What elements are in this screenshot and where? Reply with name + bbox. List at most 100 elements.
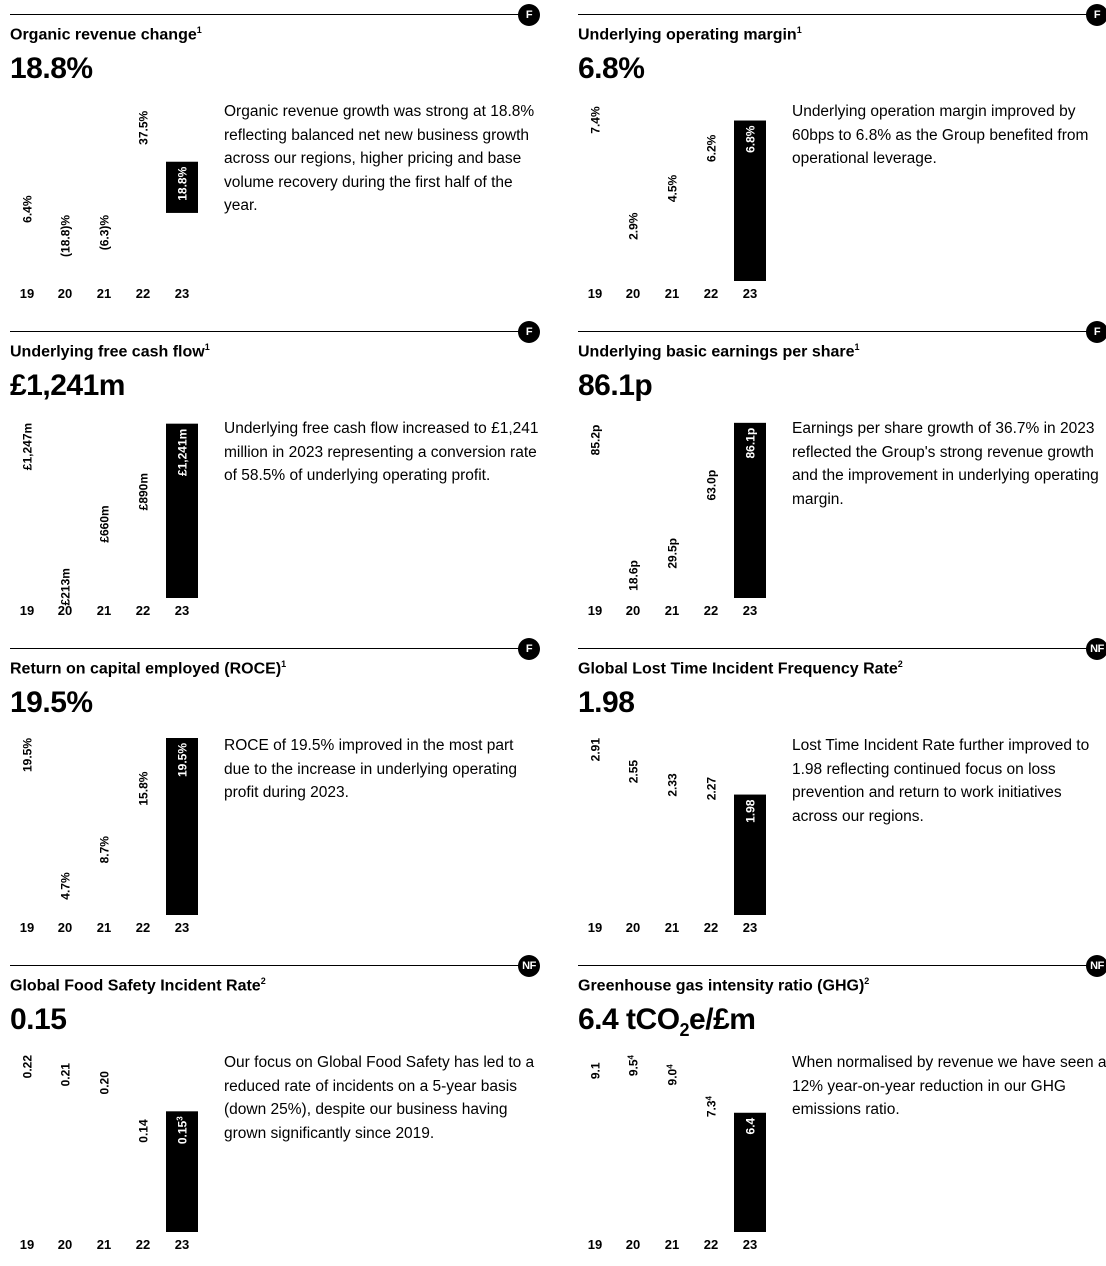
data-label-19: 2.91 <box>589 738 603 762</box>
data-label-21: 0.20 <box>98 1071 112 1095</box>
kpi-title: Underlying free cash flow1 <box>10 342 210 361</box>
data-label-22: 6.2% <box>705 134 719 162</box>
tick-label-19: 19 <box>20 286 34 301</box>
bar-23 <box>734 120 766 281</box>
divider <box>10 648 528 649</box>
kpi-title: Global Food Safety Incident Rate2 <box>10 976 266 995</box>
kpi-description: Organic revenue growth was strong at 18.… <box>224 103 535 214</box>
data-label-21: 8.7% <box>98 836 112 864</box>
data-label-23: 0.153 <box>176 1116 190 1144</box>
kpi-operating-margin: F Underlying operating margin1 6.8% 7.4%… <box>578 2 1106 314</box>
data-label-23: 86.1p <box>744 428 758 459</box>
kpi-value: 6.4 tCO2e/£m <box>578 1003 756 1040</box>
divider <box>10 14 528 15</box>
tick-label-21: 21 <box>97 1237 111 1252</box>
kpi-value: £1,241m <box>10 369 125 402</box>
data-label-20: 0.21 <box>59 1063 73 1087</box>
tick-label-19: 19 <box>588 603 602 618</box>
kpi-lost-time-incident: NF Global Lost Time Incident Frequency R… <box>578 636 1106 948</box>
data-label-19: 0.22 <box>21 1055 35 1079</box>
data-label-21: 29.5p <box>666 538 680 569</box>
data-label-21: 9.04 <box>666 1064 680 1086</box>
bar-chart-svg: 9.1 19 9.54 20 9.04 21 7.34 22 6.4 23 <box>588 1054 766 1252</box>
divider <box>578 648 1096 649</box>
tick-label-20: 20 <box>626 286 640 301</box>
kpi-bar-chart: 9.1 19 9.54 20 9.04 21 7.34 22 6.4 23 <box>578 1051 778 1261</box>
kpi-description: ROCE of 19.5% improved in the most part … <box>224 737 517 801</box>
data-label-21: 2.33 <box>666 773 680 797</box>
data-label-20: 4.7% <box>59 872 73 900</box>
data-label-22: 63.0p <box>705 470 719 501</box>
kpi-organic-revenue: F Organic revenue change1 18.8% 6.4% 19 (1… <box>10 2 540 314</box>
tick-label-22: 22 <box>704 603 718 618</box>
tick-label-21: 21 <box>97 920 111 935</box>
bar-23 <box>166 161 198 213</box>
tick-label-20: 20 <box>58 1237 72 1252</box>
tick-label-21: 21 <box>665 286 679 301</box>
tick-label-22: 22 <box>136 286 150 301</box>
bar-chart-svg: 6.4% 19 (18.8)% 20 (6.3)% 21 37.5% 22 18.8% 23 <box>20 110 198 301</box>
tick-label-20: 20 <box>58 286 72 301</box>
divider <box>10 331 528 332</box>
data-label-19: 9.1 <box>589 1062 603 1079</box>
tick-label-22: 22 <box>136 920 150 935</box>
tick-label-20: 20 <box>626 920 640 935</box>
kpi-title: Underlying basic earnings per share1 <box>578 342 860 361</box>
tick-label-21: 21 <box>665 1237 679 1252</box>
financial-badge: F <box>518 638 540 660</box>
tick-label-20: 20 <box>58 603 72 618</box>
kpi-value: 6.8% <box>578 52 645 85</box>
bar-chart-svg: 2.91 19 2.55 20 2.33 21 2.27 22 1.98 23 <box>588 738 766 935</box>
tick-label-22: 22 <box>704 920 718 935</box>
tick-label-23: 23 <box>175 920 189 935</box>
tick-label-22: 22 <box>704 286 718 301</box>
kpi-value: 19.5% <box>10 686 93 719</box>
kpi-ghg-intensity: NF Greenhouse gas intensity ratio (GHG)2… <box>578 953 1106 1265</box>
data-label-20: 18.6p <box>627 560 641 591</box>
kpi-value: 18.8% <box>10 52 93 85</box>
data-label-20: 9.54 <box>627 1054 641 1076</box>
kpi-title: Greenhouse gas intensity ratio (GHG)2 <box>578 976 870 995</box>
tick-label-21: 21 <box>665 603 679 618</box>
kpi-title: Global Lost Time Incident Frequency Rate… <box>578 659 903 678</box>
data-label-22: 0.14 <box>137 1119 151 1143</box>
tick-label-20: 20 <box>58 920 72 935</box>
bar-chart-svg: 7.4% 19 2.9% 20 4.5% 21 6.2% 22 6.8% 23 <box>588 106 766 301</box>
bar-23 <box>734 422 766 598</box>
kpi-bar-chart: 85.2p 19 18.6p 20 29.5p 21 63.0p 22 86.1p 23 <box>578 417 778 627</box>
data-label-22: £890m <box>137 473 151 510</box>
kpi-bar-chart: 6.4% 19 (18.8)% 20 (6.3)% 21 37.5% 22 18.8% 23 <box>10 100 210 310</box>
tick-label-20: 20 <box>626 603 640 618</box>
tick-label-19: 19 <box>20 1237 34 1252</box>
bar-chart-svg: 19.5% 19 4.7% 20 8.7% 21 15.8% 22 19.5% 23 <box>20 738 198 935</box>
data-label-19: £1,247m <box>21 423 35 470</box>
data-label-23: 6.8% <box>744 125 758 153</box>
tick-label-19: 19 <box>588 286 602 301</box>
kpi-bar-chart: 7.4% 19 2.9% 20 4.5% 21 6.2% 22 6.8% 23 <box>578 100 778 310</box>
bar-chart-svg: 0.22 19 0.21 20 0.20 21 0.14 22 0.153 23 <box>20 1055 198 1252</box>
tick-label-23: 23 <box>743 920 757 935</box>
kpi-description: Lost Time Incident Rate further improved… <box>792 737 1090 825</box>
tick-label-19: 19 <box>588 920 602 935</box>
non-financial-badge: NF <box>518 955 540 977</box>
data-label-19: 19.5% <box>21 738 35 772</box>
kpi-roce: F Return on capital employed (ROCE)1 19.… <box>10 636 540 948</box>
data-label-22: 2.27 <box>705 777 719 801</box>
data-label-23: 6.4 <box>744 1117 758 1134</box>
data-label-21: £660m <box>98 505 112 542</box>
kpi-description: Underlying free cash flow increased to £… <box>224 420 539 484</box>
kpi-bar-chart: £1,247m 19 £213m 20 £660m 21 £890m 22 £1,241m 23 <box>10 417 210 627</box>
data-label-20: 2.55 <box>627 760 641 784</box>
divider <box>578 965 1096 966</box>
tick-label-21: 21 <box>97 286 111 301</box>
data-label-20: 2.9% <box>627 212 641 240</box>
data-label-23: 19.5% <box>176 743 190 777</box>
kpi-description: Earnings per share growth of 36.7% in 20… <box>792 420 1099 508</box>
tick-label-19: 19 <box>20 920 34 935</box>
tick-label-21: 21 <box>665 920 679 935</box>
tick-label-23: 23 <box>175 286 189 301</box>
data-label-21: (6.3)% <box>98 215 112 251</box>
data-label-22: 15.8% <box>137 771 151 805</box>
data-label-19: 7.4% <box>589 106 603 134</box>
